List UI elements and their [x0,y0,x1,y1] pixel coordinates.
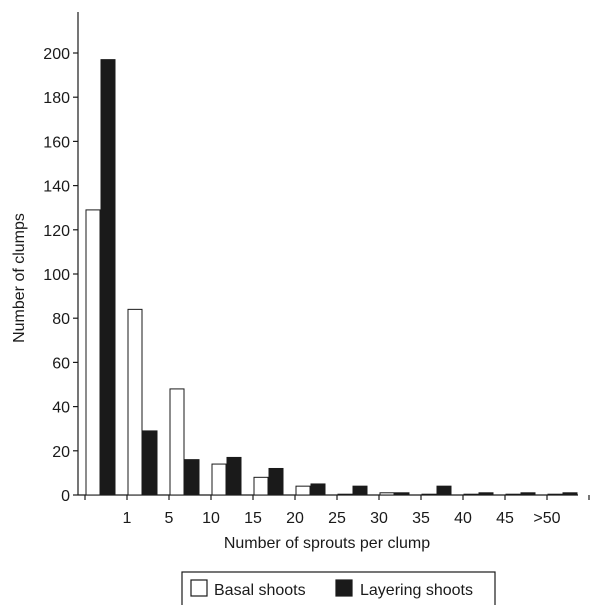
bar-basal-shoots [547,493,563,496]
bar-basal-shoots [295,485,311,496]
legend-label: Layering shoots [360,582,473,599]
bar-layering-shoots [520,492,536,496]
legend: Basal shoots Layering shoots [181,571,496,605]
bar-basal-shoots [169,388,185,496]
bar-basal-shoots [85,209,101,496]
bar-basal-shoots [337,493,353,496]
bar-basal-shoots [211,463,227,496]
x-axis-title: Number of sprouts per clump [224,535,430,552]
bar-layering-shoots [310,483,326,496]
y-tick-label: 80 [52,311,70,328]
bar-basal-shoots [463,493,479,496]
x-tick-label: 35 [412,510,430,527]
bar-basal-shoots [421,493,437,496]
bar-layering-shoots [268,467,284,496]
x-tick-label: >50 [533,510,560,527]
x-tick-label: 15 [244,510,262,527]
y-axis: 0 20 40 60 80 100 120 140 160 180 200 [43,12,79,505]
x-tick-label: 25 [328,510,346,527]
bar-layering-shoots [394,492,410,496]
bar-layering-shoots [478,492,494,496]
y-tick-label: 40 [52,400,70,417]
y-tick-label: 100 [43,267,70,284]
bar-layering-shoots [100,59,116,496]
y-tick-label: 60 [52,355,70,372]
bar-basal-shoots [379,492,395,496]
legend-swatch [335,579,353,597]
x-tick-label: 40 [454,510,472,527]
bar-layering-shoots [562,492,578,496]
x-tick-label: 1 [123,510,132,527]
y-tick-label: 140 [43,179,70,196]
bar-basal-shoots [253,476,269,496]
legend-swatch [190,579,208,597]
y-tick-label: 160 [43,134,70,151]
bar-layering-shoots [226,456,242,496]
x-tick-label: 30 [370,510,388,527]
bar-layering-shoots [436,485,452,496]
y-tick-label: 200 [43,46,70,63]
y-tick-label: 20 [52,444,70,461]
bar-basal-shoots [127,308,143,496]
y-tick-label: 120 [43,223,70,240]
y-tick-label: 0 [61,488,70,505]
x-tick-label: 10 [202,510,220,527]
bar-layering-shoots [184,459,200,496]
y-axis-title: Number of clumps [11,213,28,343]
x-axis: 1 5 10 15 20 25 30 35 40 45 >50 [78,494,590,527]
bars [85,59,578,496]
x-tick-label: 45 [496,510,514,527]
legend-label: Basal shoots [214,582,306,599]
bar-layering-shoots [142,430,158,496]
x-tick-label: 5 [165,510,174,527]
bar-basal-shoots [505,493,521,496]
bar-layering-shoots [352,485,368,496]
x-tick-label: 20 [286,510,304,527]
y-tick-label: 180 [43,90,70,107]
